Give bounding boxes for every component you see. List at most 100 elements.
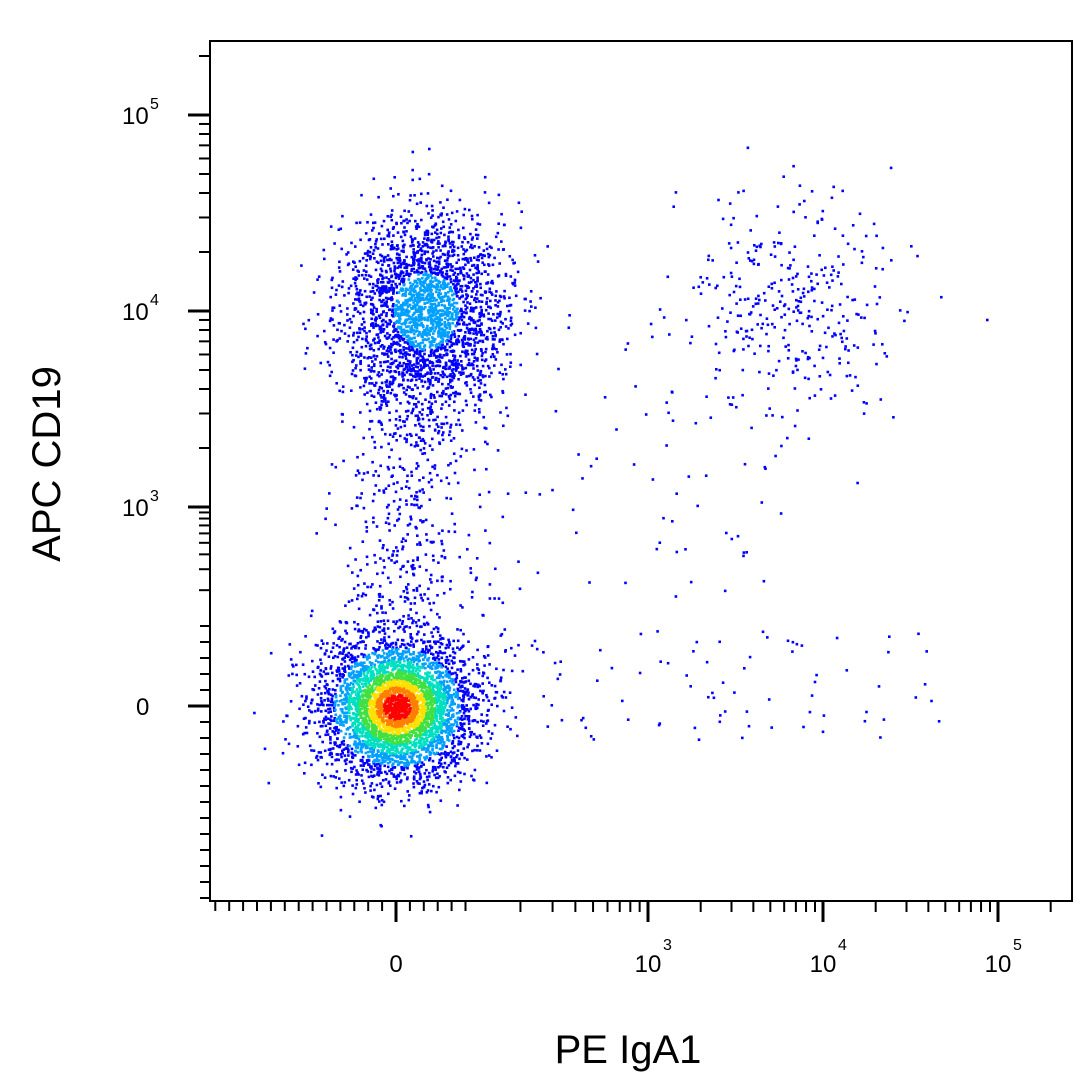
event-dot xyxy=(457,740,461,743)
event-dot xyxy=(371,744,375,747)
event-dot xyxy=(372,370,376,373)
event-dot xyxy=(416,750,420,754)
event-dot xyxy=(417,372,420,376)
event-dot xyxy=(345,720,348,723)
event-dot xyxy=(360,779,364,782)
event-dot xyxy=(456,481,460,485)
event-dot xyxy=(441,438,445,442)
event-dot xyxy=(448,433,451,437)
event-dot xyxy=(420,791,423,795)
event-dot xyxy=(442,549,446,552)
event-dot xyxy=(306,705,310,708)
event-dot xyxy=(423,250,427,253)
event-dot xyxy=(872,222,876,226)
event-dot xyxy=(418,584,421,588)
event-dot xyxy=(423,783,427,787)
event-dot xyxy=(455,676,459,680)
event-dot xyxy=(400,221,403,225)
event-dot xyxy=(466,353,470,356)
event-dot xyxy=(638,671,642,675)
event-dot xyxy=(434,364,437,368)
event-dot xyxy=(793,245,797,248)
event-dot xyxy=(329,665,333,668)
event-dot xyxy=(431,749,434,752)
event-dot xyxy=(738,285,742,289)
event-dot xyxy=(499,679,502,683)
event-dot xyxy=(671,419,675,422)
event-dot xyxy=(373,738,376,742)
event-dot xyxy=(374,401,378,404)
event-dot xyxy=(482,699,485,702)
event-dot xyxy=(405,745,409,749)
event-dot xyxy=(338,677,341,681)
event-dot xyxy=(406,766,409,770)
event-dot xyxy=(417,630,420,634)
event-dot xyxy=(442,431,445,434)
event-dot xyxy=(422,425,425,429)
event-dot xyxy=(489,355,493,359)
event-dot xyxy=(405,750,409,753)
event-dot xyxy=(423,442,427,445)
event-dot xyxy=(832,269,835,272)
event-dot xyxy=(491,263,495,267)
event-dot xyxy=(409,367,412,371)
event-dot xyxy=(397,349,400,353)
event-dot xyxy=(313,675,316,679)
event-dot xyxy=(426,364,430,367)
event-dot xyxy=(414,639,418,643)
event-dot xyxy=(460,718,464,721)
event-dot xyxy=(485,714,489,717)
event-dot xyxy=(347,726,350,730)
event-dot xyxy=(426,458,430,462)
event-dot xyxy=(356,298,359,301)
event-dot xyxy=(393,759,397,763)
event-dot xyxy=(780,315,783,319)
event-dot xyxy=(434,667,437,670)
event-dot xyxy=(402,628,405,631)
event-dot xyxy=(317,687,321,690)
event-dot xyxy=(328,319,332,323)
event-dot xyxy=(479,330,483,333)
event-dot xyxy=(482,415,485,419)
event-dot xyxy=(345,689,349,692)
event-dot xyxy=(348,726,352,729)
event-dot xyxy=(398,253,401,257)
event-dot xyxy=(342,648,345,652)
event-dot xyxy=(330,463,334,466)
event-dot xyxy=(447,727,451,730)
event-dot xyxy=(387,522,391,526)
event-dot xyxy=(506,492,510,495)
event-dot xyxy=(348,760,352,764)
event-dot xyxy=(459,455,463,458)
event-dot xyxy=(253,711,256,715)
event-dot xyxy=(435,236,438,240)
event-dot xyxy=(319,646,323,650)
event-dot xyxy=(475,271,478,275)
event-dot xyxy=(439,737,442,740)
event-dot xyxy=(451,740,455,743)
event-dot xyxy=(707,258,710,262)
event-dot xyxy=(708,283,711,286)
event-dot xyxy=(392,745,395,748)
event-dot xyxy=(747,257,751,260)
event-dot xyxy=(450,363,454,366)
event-dot xyxy=(447,404,451,407)
event-dot xyxy=(357,735,361,738)
event-dot xyxy=(381,263,384,267)
event-dot xyxy=(428,734,431,737)
event-dot xyxy=(477,258,480,262)
event-dot xyxy=(485,781,489,785)
event-dot xyxy=(447,732,450,735)
event-dot xyxy=(484,308,488,312)
event-dot xyxy=(466,548,469,551)
event-dot xyxy=(476,255,480,259)
event-dot xyxy=(392,361,395,365)
event-dot xyxy=(380,386,384,390)
event-dot xyxy=(443,750,447,754)
event-dot xyxy=(431,635,435,638)
event-dot xyxy=(339,808,343,812)
event-dot xyxy=(432,394,436,397)
event-dot xyxy=(419,739,423,742)
event-dot xyxy=(733,691,736,694)
event-dot xyxy=(786,266,790,270)
